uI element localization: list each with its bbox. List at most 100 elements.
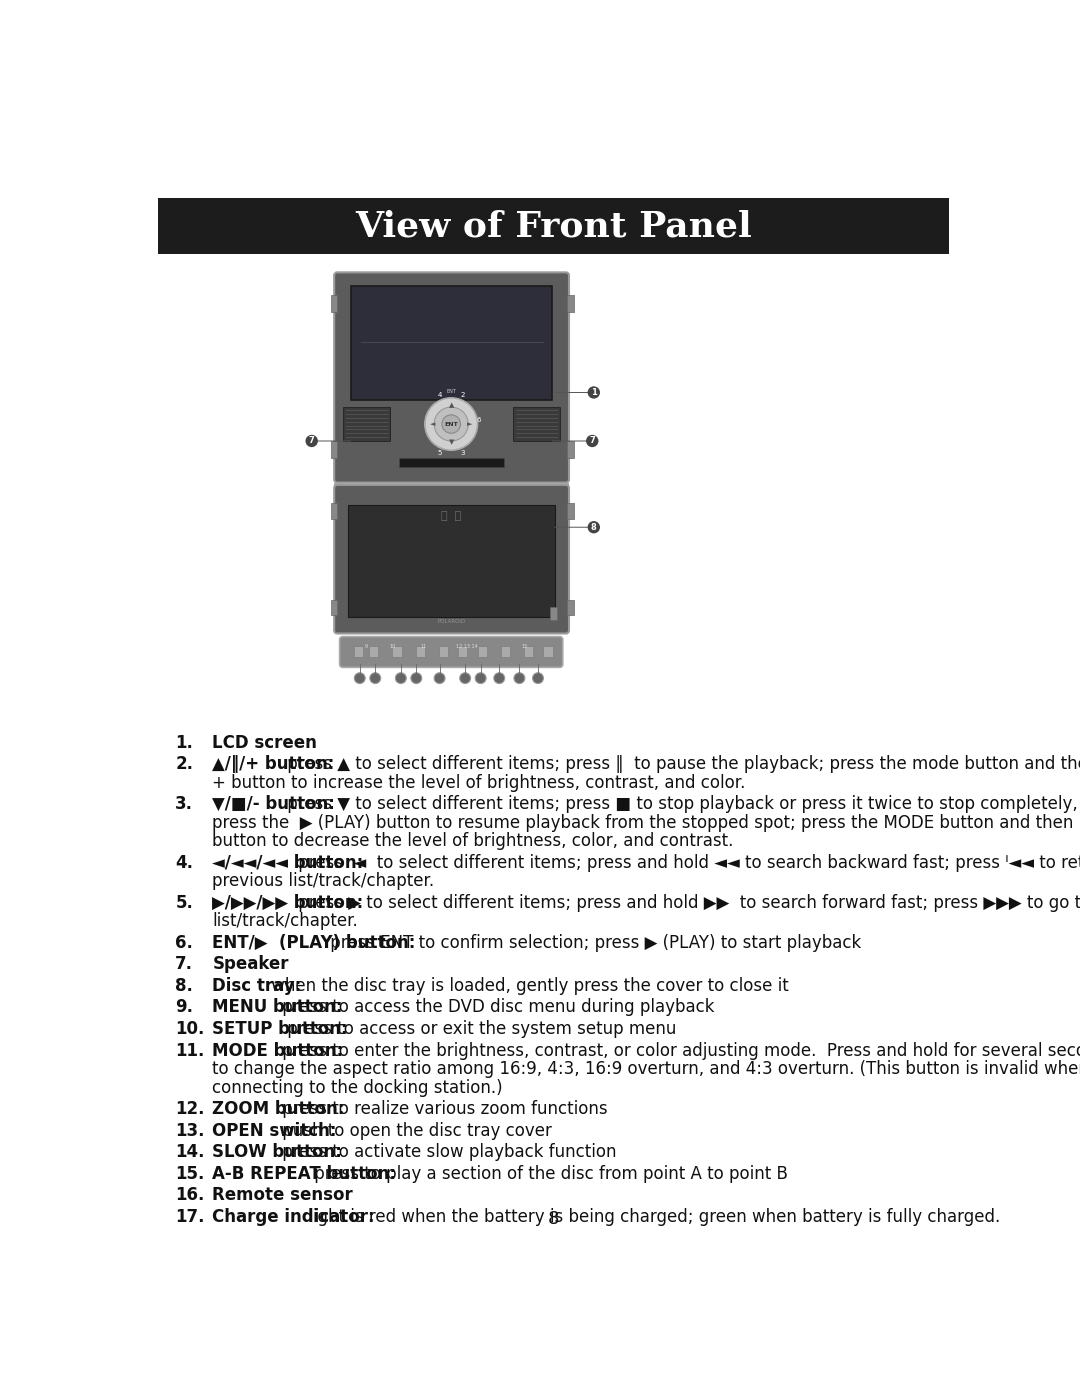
Text: OPEN switch:: OPEN switch:	[213, 1122, 337, 1140]
Text: View of Front Panel: View of Front Panel	[355, 210, 752, 243]
Text: press to enter the brightness, contrast, or color adjusting mode.  Press and hol: press to enter the brightness, contrast,…	[276, 1042, 1080, 1059]
Circle shape	[588, 387, 600, 398]
Text: LCD screen: LCD screen	[213, 733, 318, 752]
Text: Charge indicator:: Charge indicator:	[213, 1208, 375, 1227]
Text: 5: 5	[437, 450, 442, 457]
Bar	[416, 645, 424, 657]
Text: press  ◄  to select different items; press and hold ◄◄ to search backward fast; : press ◄ to select different items; press…	[293, 854, 1080, 872]
Bar	[332, 295, 337, 312]
Text: ⌣  ⌣: ⌣ ⌣	[441, 511, 461, 521]
Bar	[392, 645, 402, 657]
Bar	[332, 599, 337, 615]
Text: ►: ►	[468, 420, 472, 427]
Circle shape	[434, 673, 445, 683]
Text: 7: 7	[309, 436, 314, 446]
Text: press to access the DVD disc menu during playback: press to access the DVD disc menu during…	[276, 999, 714, 1017]
Bar	[343, 407, 390, 441]
Text: press to play a section of the disc from point A to point B: press to play a section of the disc from…	[309, 1165, 787, 1183]
Text: 14.: 14.	[175, 1143, 205, 1161]
Text: MODE button:: MODE button:	[213, 1042, 343, 1059]
Text: 3: 3	[460, 450, 465, 457]
Circle shape	[354, 673, 365, 683]
Text: press ▶ to select different items; press and hold ▶▶  to search forward fast; pr: press ▶ to select different items; press…	[293, 894, 1080, 912]
Text: POLAROID: POLAROID	[437, 619, 465, 623]
Text: 12 13 14: 12 13 14	[456, 644, 477, 648]
FancyBboxPatch shape	[339, 637, 563, 668]
Text: 13.: 13.	[175, 1122, 205, 1140]
Circle shape	[475, 673, 486, 683]
Text: 2: 2	[461, 391, 465, 398]
Bar	[348, 504, 555, 616]
Bar	[458, 645, 468, 657]
Text: 10: 10	[390, 644, 396, 648]
Text: ▲/‖/+ button:: ▲/‖/+ button:	[213, 756, 335, 773]
Text: ▲: ▲	[448, 402, 454, 408]
Text: button to decrease the level of brightness, color, and contrast.: button to decrease the level of brightne…	[213, 833, 734, 851]
Text: push to open the disc tray cover: push to open the disc tray cover	[276, 1122, 552, 1140]
Text: press to realize various zoom functions: press to realize various zoom functions	[276, 1099, 607, 1118]
FancyBboxPatch shape	[334, 485, 569, 633]
Text: 7.: 7.	[175, 956, 193, 974]
Bar	[400, 458, 504, 467]
Bar	[438, 645, 448, 657]
Circle shape	[369, 673, 380, 683]
Text: press ▼ to select different items; press ■ to stop playback or press it twice to: press ▼ to select different items; press…	[282, 795, 1080, 813]
Circle shape	[586, 434, 598, 447]
Circle shape	[410, 673, 422, 683]
Text: ZOOM button:: ZOOM button:	[213, 1099, 345, 1118]
Bar	[369, 645, 378, 657]
Text: 11: 11	[421, 644, 428, 648]
Text: A-B REPEAT button:: A-B REPEAT button:	[213, 1165, 396, 1183]
Circle shape	[306, 434, 318, 447]
Text: press the  ▶ (PLAY) button to resume playback from the stopped spot; press the M: press the ▶ (PLAY) button to resume play…	[213, 813, 1080, 831]
Bar	[334, 482, 569, 488]
Text: 6.: 6.	[175, 933, 193, 951]
Bar	[567, 599, 573, 615]
Text: press ENT to confirm selection; press ▶ (PLAY) to start playback: press ENT to confirm selection; press ▶ …	[325, 933, 861, 951]
Text: ENT: ENT	[446, 390, 456, 394]
Text: 5.: 5.	[175, 894, 193, 912]
Text: ▼: ▼	[448, 440, 454, 446]
Bar	[332, 503, 337, 518]
Text: 6: 6	[476, 418, 481, 423]
Text: 8.: 8.	[175, 977, 193, 995]
Text: 17.: 17.	[175, 1208, 205, 1227]
Bar	[351, 286, 552, 400]
FancyBboxPatch shape	[334, 272, 569, 482]
Text: ◄/◄◄/◄◄ button:: ◄/◄◄/◄◄ button:	[213, 854, 364, 872]
Text: to change the aspect ratio among 16:9, 4:3, 16:9 overturn, and 4:3 overturn. (Th: to change the aspect ratio among 16:9, 4…	[213, 1060, 1080, 1078]
Circle shape	[434, 407, 469, 441]
Text: ENT/▶  (PLAY) button:: ENT/▶ (PLAY) button:	[213, 933, 416, 951]
Text: Speaker: Speaker	[213, 956, 289, 974]
Text: 10.: 10.	[175, 1020, 205, 1038]
Circle shape	[442, 415, 460, 433]
Bar	[567, 295, 573, 312]
Text: 15: 15	[522, 644, 528, 648]
Text: + button to increase the level of brightness, contrast, and color.: + button to increase the level of bright…	[213, 774, 746, 792]
Bar	[524, 645, 534, 657]
Text: ▶/▶▶/▶▶ button:: ▶/▶▶/▶▶ button:	[213, 894, 364, 912]
Text: when the disc tray is loaded, gently press the cover to close it: when the disc tray is loaded, gently pre…	[266, 977, 788, 995]
Circle shape	[532, 673, 543, 683]
Text: ◄: ◄	[430, 420, 435, 427]
Bar	[513, 407, 559, 441]
Circle shape	[514, 673, 525, 683]
Bar	[332, 441, 337, 458]
Circle shape	[395, 673, 406, 683]
Text: press to activate slow playback function: press to activate slow playback function	[276, 1143, 617, 1161]
Text: 4: 4	[438, 391, 443, 398]
Text: 7: 7	[590, 436, 595, 446]
Text: 8: 8	[548, 1210, 559, 1228]
Bar	[501, 645, 510, 657]
Text: 3.: 3.	[175, 795, 193, 813]
Circle shape	[460, 673, 471, 683]
Bar	[353, 645, 363, 657]
Text: ENT: ENT	[444, 422, 458, 426]
Text: 9.: 9.	[175, 999, 193, 1017]
Text: light is red when the battery is being charged; green when battery is fully char: light is red when the battery is being c…	[303, 1208, 1001, 1227]
Circle shape	[424, 398, 477, 450]
Text: 4.: 4.	[175, 854, 193, 872]
Text: press to access or exit the system setup menu: press to access or exit the system setup…	[282, 1020, 676, 1038]
Text: connecting to the docking station.): connecting to the docking station.)	[213, 1078, 503, 1097]
Text: 1: 1	[591, 388, 597, 397]
